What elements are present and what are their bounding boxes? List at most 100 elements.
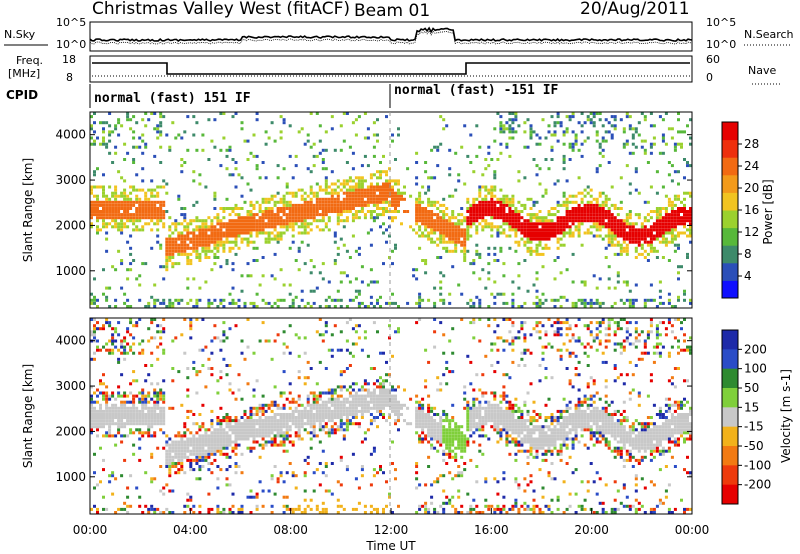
rti-cell <box>252 419 256 423</box>
rti-cell <box>195 305 199 308</box>
rti-cell <box>219 511 223 514</box>
rti-cell <box>330 127 334 131</box>
rti-cell <box>415 216 419 220</box>
rti-cell <box>114 222 118 226</box>
rti-cell <box>369 191 373 195</box>
rti-cell <box>382 200 385 204</box>
rti-cell <box>616 240 620 244</box>
rti-cell <box>363 305 367 308</box>
rti-cell <box>677 231 680 235</box>
rti-cell <box>318 318 322 321</box>
rti-cell <box>117 207 121 210</box>
rti-cell <box>321 216 325 220</box>
rti-cell <box>249 495 253 499</box>
rti-cell <box>683 231 686 235</box>
rti-cell <box>105 207 109 210</box>
rti-cell <box>574 213 578 217</box>
rti-cell <box>490 234 494 238</box>
rti-cell <box>445 124 449 128</box>
rti-cell <box>673 305 677 308</box>
rti-cell <box>258 455 262 459</box>
rti-cell <box>126 197 130 201</box>
rti-cell <box>397 133 400 137</box>
rti-cell <box>303 191 307 195</box>
rti-cell <box>689 136 692 140</box>
rti-cell <box>529 240 533 244</box>
rti-cell <box>415 197 419 201</box>
rti-cell <box>168 406 172 410</box>
rti-cell <box>195 391 199 395</box>
rti-cell <box>508 130 512 134</box>
rti-cell <box>309 112 313 115</box>
rti-cell <box>150 210 154 213</box>
rti-cell <box>159 219 163 223</box>
rti-cell <box>96 419 99 423</box>
rti-cell <box>207 298 211 302</box>
rti-cell <box>213 246 217 250</box>
rti-cell <box>249 413 253 416</box>
rti-cell <box>388 324 391 328</box>
rti-cell <box>90 210 93 213</box>
rti-cell <box>132 213 136 217</box>
rti-cell <box>385 228 388 232</box>
rti-cell <box>622 219 626 223</box>
rti-cell <box>631 237 635 241</box>
rti-cell <box>397 406 400 410</box>
rti-cell <box>258 409 262 413</box>
rti-cell <box>276 213 280 217</box>
rti-cell <box>297 416 301 419</box>
rti-cell <box>270 422 274 426</box>
rti-cell <box>643 225 647 229</box>
rti-cell <box>168 305 172 308</box>
rti-cell <box>336 213 340 217</box>
rti-cell <box>541 194 545 198</box>
rti-cell <box>291 203 295 207</box>
rti-cell <box>90 188 93 192</box>
rti-cell <box>357 115 361 119</box>
rti-cell <box>631 305 635 308</box>
rti-cell <box>553 259 557 262</box>
rti-cell <box>677 118 680 122</box>
rti-cell <box>475 295 479 299</box>
rti-cell <box>279 474 283 478</box>
rti-cell <box>237 434 241 438</box>
rti-cell <box>189 495 193 499</box>
rti-cell <box>135 419 139 423</box>
rti-cell <box>348 256 352 259</box>
rti-cell <box>177 133 181 137</box>
rti-cell <box>351 403 355 407</box>
rti-cell <box>613 301 617 305</box>
rti-cell <box>589 298 593 302</box>
rti-cell <box>108 480 112 484</box>
rti-cell <box>427 455 431 459</box>
rti-cell <box>433 225 437 229</box>
rti-cell <box>562 228 566 232</box>
rti-cell <box>568 194 572 198</box>
rti-cell <box>279 237 283 241</box>
rti-cell <box>607 228 611 232</box>
rti-cell <box>418 301 422 305</box>
rti-cell <box>448 240 452 244</box>
cpid-segment-1: normal (fast) 151 IF <box>94 91 251 106</box>
rti-cell <box>207 249 211 253</box>
rti-cell <box>433 419 437 423</box>
rti-cell <box>571 219 575 223</box>
rti-cell <box>403 185 406 189</box>
rti-cell <box>601 200 605 204</box>
rti-cell <box>333 409 337 413</box>
rti-cell <box>147 431 151 435</box>
rti-cell <box>339 504 343 508</box>
rti-cell <box>327 434 331 438</box>
rti-cell <box>231 504 235 508</box>
rti-cell <box>252 446 256 450</box>
rti-cell <box>490 200 494 204</box>
rti-cell <box>403 210 406 213</box>
rti-cell <box>336 385 340 389</box>
rti-cell <box>677 182 680 186</box>
rti-cell <box>634 145 638 149</box>
rti-cell <box>282 351 286 355</box>
rti-cell <box>586 301 590 305</box>
rti-cell <box>276 240 280 244</box>
rti-cell <box>406 406 410 410</box>
